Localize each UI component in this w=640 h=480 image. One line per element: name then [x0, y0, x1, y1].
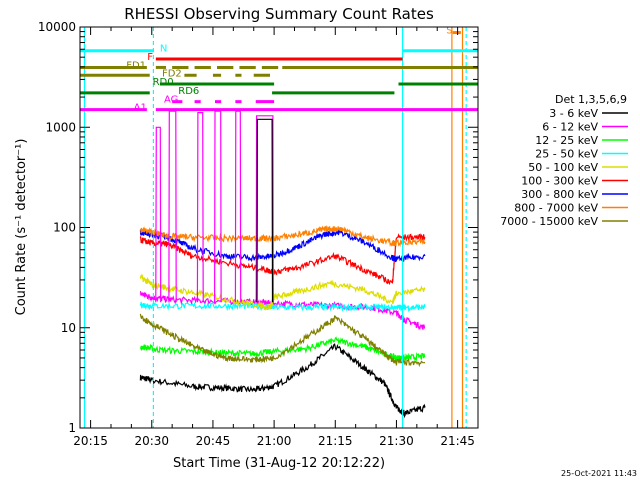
generated-timestamp: 25-Oct-2021 11:43 — [561, 469, 637, 478]
legend-label-0: 3 - 6 keV — [549, 107, 598, 120]
y-axis-label: Count Rate (s⁻¹ detector⁻¹) — [14, 139, 29, 316]
y-tick-label-3: 1000 — [45, 120, 76, 134]
x-tick-label-5: 21:30 — [379, 434, 414, 448]
legend-title: Det 1,3,5,6,9 — [555, 93, 627, 106]
legend-label-2: 12 - 25 keV — [535, 134, 598, 147]
series-line-0 — [139, 343, 426, 419]
legend-label-1: 6 - 12 keV — [542, 121, 598, 134]
flag-label-n: N — [160, 44, 167, 55]
y-tick-label-2: 100 — [53, 221, 76, 235]
series-line-6 — [139, 228, 426, 263]
y-tick-label-0: 1 — [68, 421, 76, 435]
spike-1 — [168, 110, 177, 303]
x-tick-label-3: 21:00 — [257, 434, 292, 448]
x-axis-label: Start Time (31-Aug-12 20:12:22) — [173, 456, 385, 471]
legend-label-8: 7000 - 15000 keV — [500, 215, 598, 228]
flag-label-s: S — [446, 26, 452, 37]
series-line-3 — [139, 301, 426, 313]
series-layer — [139, 225, 426, 419]
flag-label-fd2: FD2 — [162, 68, 182, 79]
x-tick-label-0: 20:15 — [73, 434, 108, 448]
x-tick-label-2: 20:45 — [196, 434, 231, 448]
legend-label-6: 300 - 800 keV — [521, 188, 598, 201]
x-tick-label-1: 20:30 — [134, 434, 169, 448]
spike-layer — [155, 110, 274, 303]
vertical-markers — [83, 27, 467, 428]
spike-0 — [155, 126, 162, 303]
legend-label-4: 50 - 100 keV — [528, 161, 598, 174]
x-tick-label-4: 21:15 — [318, 434, 353, 448]
flag-label-f: F — [147, 52, 153, 63]
axes: 20:15 20:30 20:45 21:00 21:15 21:30 21:45 1 10 10… — [38, 20, 479, 448]
plot-frame — [79, 26, 479, 429]
flag-label-fd1: FD1 — [126, 60, 146, 71]
legend-label-3: 25 - 50 keV — [535, 148, 598, 161]
series-line-2 — [139, 336, 426, 362]
flag-label-a1: A1 — [134, 103, 147, 114]
spike-6 — [256, 118, 274, 303]
flag-label-rd6: RD6 — [178, 86, 199, 97]
chart-title: RHESSI Observing Summary Count Rates — [124, 5, 434, 23]
legend-label-5: 100 - 300 keV — [521, 175, 598, 188]
series-line-5 — [139, 233, 426, 286]
flag-label-ag: AG — [164, 95, 178, 106]
legend-label-7: 800 - 7000 keV — [514, 202, 598, 215]
spike-3 — [214, 110, 222, 303]
y-tick-label-4: 10000 — [38, 20, 76, 34]
y-tick-label-1: 10 — [61, 321, 76, 335]
series-line-8 — [139, 313, 426, 368]
spike-4 — [234, 110, 242, 303]
x-tick-label-6: 21:45 — [440, 434, 475, 448]
spike-2 — [196, 111, 204, 303]
series-line-7 — [139, 225, 426, 248]
flag-label-rd0: RD0 — [153, 77, 174, 88]
spike-5 — [255, 115, 274, 303]
